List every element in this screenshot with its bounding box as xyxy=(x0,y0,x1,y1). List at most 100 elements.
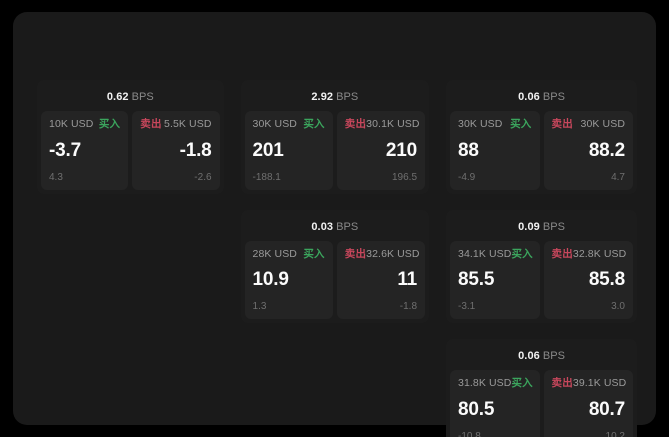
bps-value: 0.09 xyxy=(518,220,540,233)
quote-column: 0.62 BPS 10K USD 买入 -3.7 4.3 卖出 5.5K USD -1.8 -2.… xyxy=(37,80,224,437)
bps-value: 0.06 xyxy=(518,350,540,362)
buy-footer-value: -3.1 xyxy=(458,301,476,312)
bps-unit-label: BPS xyxy=(336,220,359,233)
sell-side[interactable]: 卖出 32.6K USD 11 -1.8 xyxy=(336,240,426,319)
buy-action-label: 买入 xyxy=(511,377,533,389)
card-header: 0.09 BPS xyxy=(450,217,633,241)
sell-footer-value: 4.7 xyxy=(611,171,625,183)
buy-footer-value: 4.3 xyxy=(49,171,63,183)
sell-side[interactable]: 卖出 5.5K USD -1.8 -2.6 xyxy=(132,111,220,190)
buy-action-label: 买入 xyxy=(510,118,532,130)
sell-main-value: 11 xyxy=(397,269,418,290)
bps-value: 0.06 xyxy=(518,91,540,103)
sell-side-top: 卖出 5.5K USD xyxy=(140,119,211,130)
bps-unit-label: BPS xyxy=(336,91,359,103)
buy-main-value: 10.9 xyxy=(252,269,289,290)
sell-size-label: 30.1K USD xyxy=(366,118,420,130)
buy-size-label: 28K USD xyxy=(252,247,297,260)
sell-side[interactable]: 卖出 30.1K USD 210 196.5 xyxy=(336,111,426,190)
sell-action-label: 卖出 xyxy=(344,118,367,130)
bps-value: 2.92 xyxy=(311,91,334,103)
sell-main-value: -1.8 xyxy=(179,139,212,161)
buy-side[interactable]: 10K USD 买入 -3.7 4.3 xyxy=(41,111,129,190)
sell-action-label: 卖出 xyxy=(140,118,162,130)
sell-main-value: 210 xyxy=(385,139,418,161)
buy-side[interactable]: 28K USD 买入 10.9 1.3 xyxy=(244,240,333,319)
buy-action-label: 买入 xyxy=(98,118,121,130)
sell-footer-value: 3.0 xyxy=(611,301,625,312)
bps-unit-label: BPS xyxy=(542,91,565,103)
card-header: 0.06 BPS xyxy=(450,346,633,370)
buy-action-label: 买入 xyxy=(303,118,325,130)
card-sides: 10K USD 买入 -3.7 4.3 卖出 5.5K USD -1.8 -2.6 xyxy=(41,111,220,190)
sell-footer-value: 196.5 xyxy=(391,171,418,183)
sell-side[interactable]: 卖出 32.8K USD 85.8 3.0 xyxy=(543,240,633,319)
sell-size-label: 39.1K USD xyxy=(572,377,627,389)
quote-card[interactable]: 0.62 BPS 10K USD 买入 -3.7 4.3 卖出 5.5K USD -1.8 -2.… xyxy=(37,80,224,194)
buy-side-top: 28K USD 买入 xyxy=(252,247,325,260)
sell-side[interactable]: 卖出 39.1K USD 80.7 10.2 xyxy=(543,370,633,437)
quote-card[interactable]: 0.03 BPS 28K USD 买入 10.9 1.3 卖出 32.6K USD 11 -1.8 xyxy=(240,209,429,323)
card-sides: 34.1K USD 买入 85.5 -3.1 卖出 32.8K USD 85.8 3.0 xyxy=(450,240,633,319)
quote-card[interactable]: 0.06 BPS 31.8K USD 买入 80.5 -10.8 卖出 39.1K USD 80… xyxy=(446,339,637,437)
bps-unit-label: BPS xyxy=(542,220,565,233)
quote-card[interactable]: 0.09 BPS 34.1K USD 买入 85.5 -3.1 卖出 32.8K USD 85.… xyxy=(446,209,637,323)
buy-side-top: 34.1K USD 买入 xyxy=(458,247,533,260)
buy-side[interactable]: 30K USD 买入 201 -188.1 xyxy=(244,111,333,190)
buy-action-label: 买入 xyxy=(511,247,533,260)
buy-side-top: 30K USD 买入 xyxy=(253,119,325,130)
buy-footer-value: -188.1 xyxy=(252,171,281,183)
sell-side-top: 卖出 32.8K USD xyxy=(551,247,627,260)
quote-column: 2.92 BPS 30K USD 买入 201 -188.1 卖出 30.1K USD 210 1… xyxy=(240,80,429,437)
buy-side[interactable]: 30K USD 买入 88 -4.9 xyxy=(450,111,540,190)
buy-side-top: 31.8K USD 买入 xyxy=(458,377,533,389)
buy-size-label: 31.8K USD xyxy=(458,377,512,389)
bps-value: 0.03 xyxy=(311,220,334,233)
buy-main-value: 85.5 xyxy=(458,269,495,290)
buy-size-label: 10K USD xyxy=(49,118,94,130)
buy-size-label: 30K USD xyxy=(458,118,503,130)
sell-action-label: 卖出 xyxy=(551,247,573,260)
sell-main-value: 88.2 xyxy=(588,139,625,161)
sell-side-top: 卖出 30K USD xyxy=(552,119,626,130)
quotes-panel: 0.62 BPS 10K USD 买入 -3.7 4.3 卖出 5.5K USD -1.8 -2.… xyxy=(13,12,656,437)
buy-action-label: 买入 xyxy=(303,247,325,260)
buy-main-value: -3.7 xyxy=(49,139,81,161)
sell-side-top: 卖出 32.6K USD xyxy=(344,247,420,260)
card-sides: 30K USD 买入 88 -4.9 卖出 30K USD 88.2 4.7 xyxy=(450,111,633,190)
buy-size-label: 34.1K USD xyxy=(458,247,512,260)
buy-main-value: 201 xyxy=(252,139,284,161)
buy-side[interactable]: 31.8K USD 买入 80.5 -10.8 xyxy=(450,370,540,437)
sell-side[interactable]: 卖出 30K USD 88.2 4.7 xyxy=(543,111,633,190)
sell-main-value: 80.7 xyxy=(588,398,625,420)
sell-action-label: 卖出 xyxy=(551,118,573,130)
buy-main-value: 88 xyxy=(458,139,479,161)
sell-main-value: 85.8 xyxy=(588,269,625,290)
quote-card[interactable]: 0.06 BPS 30K USD 买入 88 -4.9 卖出 30K USD 88.2 4.7 xyxy=(446,80,637,194)
card-header: 2.92 BPS xyxy=(245,87,425,111)
bps-unit-label: BPS xyxy=(131,91,154,103)
card-sides: 30K USD 买入 201 -188.1 卖出 30.1K USD 210 196.5 xyxy=(244,111,426,190)
sell-footer-value: -1.8 xyxy=(399,301,418,312)
card-header: 0.62 BPS xyxy=(41,87,220,111)
sell-size-label: 32.8K USD xyxy=(572,247,627,260)
quote-columns: 0.62 BPS 10K USD 买入 -3.7 4.3 卖出 5.5K USD -1.8 -2.… xyxy=(37,80,637,437)
buy-footer-value: -4.9 xyxy=(458,171,476,183)
sell-size-label: 32.6K USD xyxy=(366,247,420,260)
sell-footer-value: -2.6 xyxy=(194,171,212,183)
buy-side[interactable]: 34.1K USD 买入 85.5 -3.1 xyxy=(450,240,540,319)
card-sides: 28K USD 买入 10.9 1.3 卖出 32.6K USD 11 -1.8 xyxy=(244,240,426,319)
sell-action-label: 卖出 xyxy=(344,247,367,260)
bps-value: 0.62 xyxy=(106,91,129,103)
sell-size-label: 30K USD xyxy=(580,118,625,130)
card-header: 0.03 BPS xyxy=(245,217,425,241)
sell-size-label: 5.5K USD xyxy=(164,118,212,130)
quote-column: 0.06 BPS 30K USD 买入 88 -4.9 卖出 30K USD 88.2 4.7 0.… xyxy=(446,80,637,437)
buy-main-value: 80.5 xyxy=(458,398,495,420)
quote-card[interactable]: 2.92 BPS 30K USD 买入 201 -188.1 卖出 30.1K USD 210 1… xyxy=(240,80,429,194)
buy-side-top: 30K USD 买入 xyxy=(458,119,532,130)
card-header: 0.06 BPS xyxy=(450,87,633,111)
bps-unit-label: BPS xyxy=(542,350,565,362)
sell-side-top: 卖出 30.1K USD xyxy=(344,118,420,130)
